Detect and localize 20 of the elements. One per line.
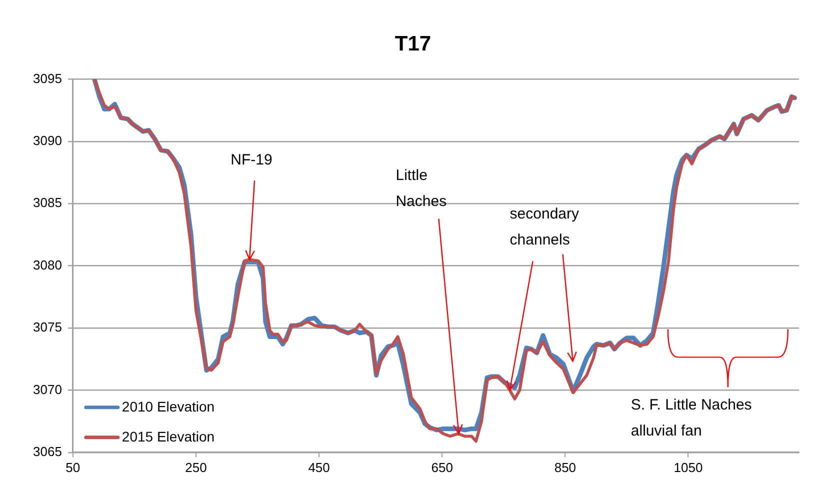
y-tick-label: 3080 [33,257,62,272]
y-tick-label: 3095 [33,70,62,86]
annotation: Little Naches [396,166,447,210]
y-tick-label: 3075 [33,320,62,335]
x-tick-label: 850 [554,460,576,475]
y-tick-label: 3085 [33,195,62,210]
y-tick-label: 3070 [33,382,62,397]
legend-label: 2015 Elevation [122,428,215,444]
legend-label: 2010 Elevation [122,398,215,414]
x-tick-label: 650 [431,460,453,475]
x-tick-label: 50 [66,460,80,475]
x-tick-label: 250 [185,460,207,475]
annotation: NF-19 [230,152,272,169]
y-tick-label: 3090 [33,132,62,148]
x-tick-label: 1050 [674,460,703,475]
annotation: S. F. Little Naches alluvial fan [630,396,752,440]
annotation: secondary channels [510,205,580,248]
x-tick-label: 450 [308,460,330,475]
chart-title: T17 [394,32,432,56]
y-tick-label: 3065 [33,444,62,459]
